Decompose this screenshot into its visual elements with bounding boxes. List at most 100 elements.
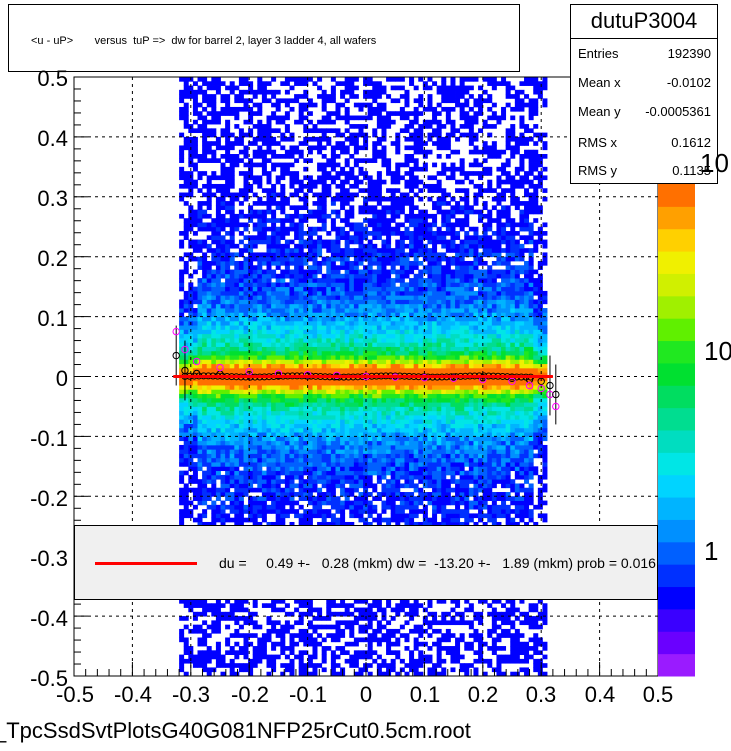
heatmap-cell <box>353 231 359 236</box>
heatmap-cell <box>358 333 364 339</box>
heatmap-cell <box>225 256 231 262</box>
heatmap-cell <box>266 496 272 501</box>
heatmap-cell <box>367 188 373 193</box>
heatmap-cell <box>257 504 263 510</box>
heatmap-cell <box>326 350 332 356</box>
heatmap-cell <box>183 449 189 454</box>
heatmap-cell <box>317 492 323 497</box>
heatmap-cell <box>303 671 309 676</box>
heatmap-cell <box>381 500 387 506</box>
heatmap-cell <box>243 89 249 95</box>
heatmap-cell <box>243 248 249 253</box>
heatmap-cell <box>303 260 309 266</box>
heatmap-cell <box>252 222 258 228</box>
heatmap-cell <box>294 209 300 215</box>
heatmap-cell <box>344 239 350 245</box>
heatmap-cell <box>289 213 295 219</box>
heatmap-cell <box>321 166 327 172</box>
heatmap-cell <box>192 222 198 228</box>
heatmap-cell <box>271 646 277 651</box>
heatmap-cell <box>229 432 235 437</box>
heatmap-cell <box>179 598 185 604</box>
heatmap-cell <box>234 479 240 484</box>
heatmap-cell <box>344 603 350 608</box>
heatmap-cell <box>312 256 318 262</box>
heatmap-cell <box>303 479 309 484</box>
heatmap-cell <box>252 436 258 442</box>
heatmap-cell <box>312 209 318 215</box>
heatmap-cell <box>248 462 254 467</box>
heatmap-cell <box>358 188 364 193</box>
heatmap-cell <box>376 470 382 476</box>
heatmap-cell <box>215 350 221 356</box>
heatmap-cell <box>215 607 221 613</box>
heatmap-cell <box>303 201 309 206</box>
heatmap-cell <box>335 145 341 151</box>
heatmap-cell <box>395 440 401 446</box>
heatmap-cell <box>358 102 364 108</box>
heatmap-cell <box>330 492 336 497</box>
heatmap-cell <box>344 265 350 270</box>
heatmap-cell <box>344 260 350 266</box>
heatmap-cell <box>284 492 290 497</box>
heatmap-cell <box>266 470 272 476</box>
heatmap-cell <box>330 218 336 223</box>
heatmap-cell <box>303 329 309 335</box>
heatmap-cell <box>330 273 336 279</box>
heatmap-cell <box>294 492 300 497</box>
heatmap-cell <box>225 423 231 429</box>
heatmap-cell <box>206 132 212 138</box>
heatmap-cell <box>284 496 290 501</box>
heatmap-cell <box>330 633 336 638</box>
heatmap-cell <box>376 252 382 258</box>
heatmap-cell <box>266 453 272 459</box>
heatmap-cell <box>289 320 295 326</box>
heatmap-cell <box>202 521 208 527</box>
heatmap-cell <box>266 466 272 472</box>
heatmap-cell <box>372 312 378 317</box>
heatmap-cell <box>317 415 323 420</box>
heatmap-cell <box>257 299 263 305</box>
heatmap-cell <box>353 453 359 459</box>
heatmap-cell <box>202 136 208 142</box>
heatmap-cell <box>335 243 341 249</box>
heatmap-cell <box>225 380 231 386</box>
heatmap-cell <box>312 474 318 480</box>
heatmap-cell <box>335 106 341 112</box>
heatmap-cell <box>183 119 189 125</box>
heatmap-cell <box>243 295 249 300</box>
heatmap-cell <box>289 256 295 262</box>
heatmap-cell <box>229 457 235 463</box>
heatmap-cell <box>234 633 240 638</box>
heatmap-cell <box>229 509 235 514</box>
heatmap-cell <box>202 423 208 429</box>
heatmap-cell <box>202 124 208 129</box>
heatmap-cell <box>197 457 203 463</box>
heatmap-cell <box>358 286 364 292</box>
heatmap-cell <box>321 342 327 347</box>
heatmap-cell <box>280 419 286 424</box>
heatmap-cell <box>335 154 341 159</box>
heatmap-cell <box>294 265 300 270</box>
heatmap-cell <box>252 457 258 463</box>
heatmap-cell <box>266 252 272 258</box>
heatmap-cell <box>220 239 226 245</box>
heatmap-cell <box>197 483 203 489</box>
heatmap-cell <box>298 385 304 390</box>
heatmap-cell <box>353 470 359 476</box>
heatmap-cell <box>353 474 359 480</box>
heatmap-cell <box>326 359 332 365</box>
heatmap-cell <box>376 393 382 399</box>
heatmap-cell <box>303 325 309 330</box>
heatmap-cell <box>252 611 258 617</box>
heatmap-cell <box>271 372 277 377</box>
heatmap-cell <box>192 98 198 104</box>
heatmap-cell <box>229 141 235 146</box>
heatmap-cell <box>284 646 290 651</box>
heatmap-cell <box>243 616 249 621</box>
heatmap-cell <box>340 231 346 236</box>
heatmap-cell <box>312 363 318 369</box>
heatmap-cell <box>376 671 382 676</box>
heatmap-cell <box>307 243 313 249</box>
heatmap-cell <box>386 188 392 193</box>
